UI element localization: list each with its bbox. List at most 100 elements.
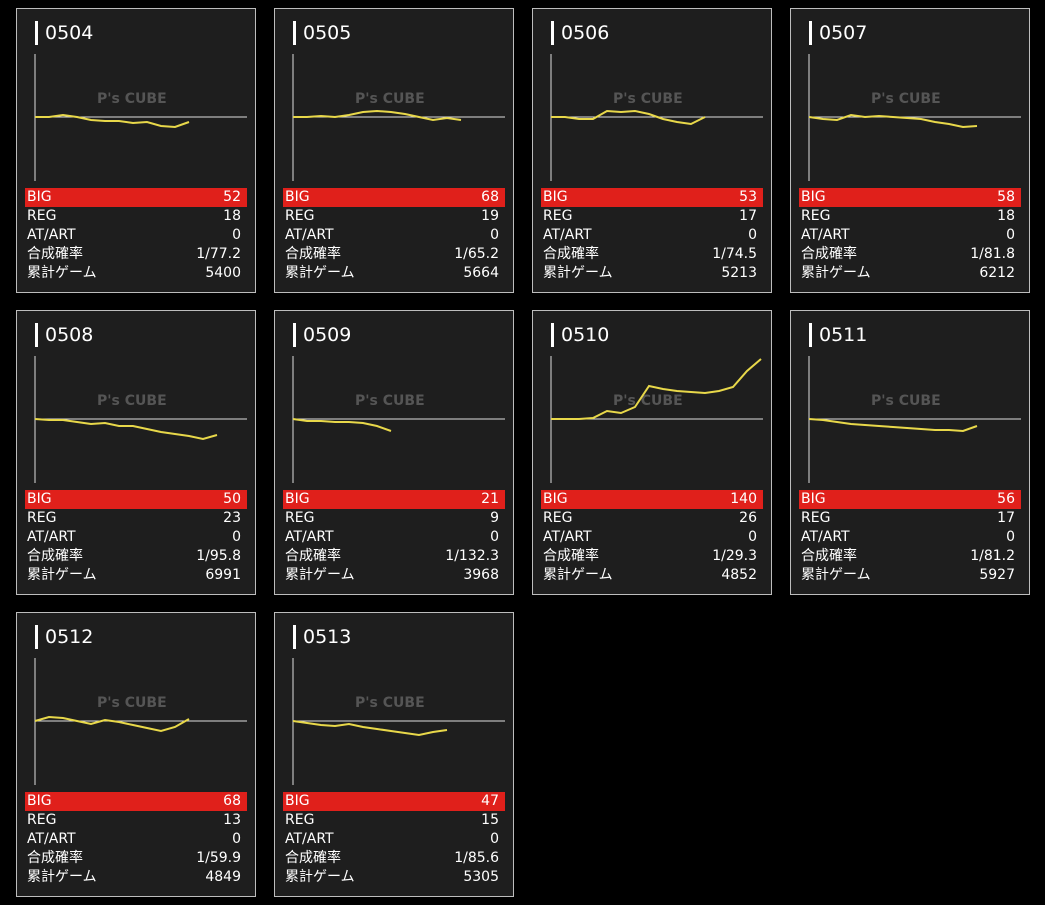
graph-line (34, 418, 218, 441)
stat-row: 合成確率 1/65.2 (283, 245, 505, 264)
watermark: P's CUBE (613, 393, 683, 409)
graph: P's CUBE (292, 54, 505, 181)
stat-row: BIG 58 (799, 188, 1021, 207)
stat-label: AT/ART (27, 227, 76, 243)
stat-value: 13 (223, 812, 241, 828)
stat-label: REG (27, 208, 57, 224)
watermark: P's CUBE (355, 91, 425, 107)
stat-value: 0 (1006, 227, 1015, 243)
stat-label: 累計ゲーム (285, 567, 355, 583)
stat-label: AT/ART (27, 529, 76, 545)
stat-label: 累計ゲーム (27, 265, 97, 281)
stat-value: 50 (223, 491, 241, 507)
stat-value: 0 (232, 227, 241, 243)
graph-line (808, 113, 978, 129)
stat-row: AT/ART 0 (541, 528, 763, 547)
graph-line (35, 113, 190, 129)
stat-label: 累計ゲーム (543, 265, 613, 281)
graph-line (34, 715, 190, 733)
machine-id: 0509 (293, 323, 351, 347)
machine-card: 0511 P's CUBE BIG 56 REG 17 AT/ART 0 合成確率 1/81.2 累… (790, 310, 1030, 595)
graph-line (551, 358, 762, 420)
machine-card: 0508 P's CUBE BIG 50 REG 23 AT/ART 0 合成確率 1/95.8 累… (16, 310, 256, 595)
watermark: P's CUBE (871, 91, 941, 107)
stat-row: AT/ART 0 (541, 226, 763, 245)
stat-label: BIG (27, 793, 52, 809)
stat-label: BIG (285, 491, 310, 507)
stat-label: BIG (285, 793, 310, 809)
stat-row: BIG 21 (283, 490, 505, 509)
stat-value: 68 (481, 189, 499, 205)
stat-value: 5664 (463, 265, 499, 281)
watermark: P's CUBE (97, 393, 167, 409)
stat-row: BIG 56 (799, 490, 1021, 509)
stat-label: 累計ゲーム (285, 265, 355, 281)
stat-row: 累計ゲーム 5664 (283, 264, 505, 283)
stat-label: REG (543, 208, 573, 224)
stat-row: REG 19 (283, 207, 505, 226)
stat-label: REG (543, 510, 573, 526)
stat-value: 18 (223, 208, 241, 224)
stat-value: 1/77.2 (196, 246, 241, 262)
machine-id: 0505 (293, 21, 351, 45)
stat-row: REG 15 (283, 811, 505, 830)
stat-label: AT/ART (285, 227, 334, 243)
stat-row: AT/ART 0 (25, 226, 247, 245)
machine-card: 0504 P's CUBE BIG 52 REG 18 AT/ART 0 合成確率 1/77.2 累… (16, 8, 256, 293)
stat-row: 累計ゲーム 3968 (283, 566, 505, 585)
graph: P's CUBE (550, 54, 763, 181)
stat-value: 1/59.9 (196, 850, 241, 866)
stat-label: 合成確率 (27, 850, 83, 866)
stat-label: AT/ART (285, 529, 334, 545)
stat-row: REG 18 (25, 207, 247, 226)
machine-id: 0510 (551, 323, 609, 347)
stat-label: 合成確率 (285, 246, 341, 262)
watermark: P's CUBE (355, 695, 425, 711)
stat-row: BIG 53 (541, 188, 763, 207)
stat-label: BIG (285, 189, 310, 205)
graph-line (292, 720, 448, 737)
stat-label: AT/ART (543, 227, 592, 243)
stat-row: 合成確率 1/59.9 (25, 849, 247, 868)
stat-label: AT/ART (801, 227, 850, 243)
stat-value: 0 (490, 529, 499, 545)
machine-id: 0512 (35, 625, 93, 649)
stat-label: BIG (543, 491, 568, 507)
stat-label: 累計ゲーム (27, 869, 97, 885)
stat-value: 26 (739, 510, 757, 526)
machine-id: 0504 (35, 21, 93, 45)
stat-row: AT/ART 0 (25, 830, 247, 849)
stat-row: BIG 47 (283, 792, 505, 811)
stat-row: AT/ART 0 (283, 830, 505, 849)
stat-value: 58 (997, 189, 1015, 205)
stat-row: 累計ゲーム 4849 (25, 868, 247, 887)
stat-row: 合成確率 1/85.6 (283, 849, 505, 868)
stat-row: REG 26 (541, 509, 763, 528)
stat-value: 1/74.5 (712, 246, 757, 262)
stat-value: 5400 (205, 265, 241, 281)
stat-row: REG 17 (799, 509, 1021, 528)
graph-line (293, 109, 462, 122)
stat-row: BIG 68 (25, 792, 247, 811)
graph: P's CUBE (292, 658, 505, 785)
stat-label: REG (27, 812, 57, 828)
machine-id: 0506 (551, 21, 609, 45)
stat-value: 1/95.8 (196, 548, 241, 564)
stat-value: 47 (481, 793, 499, 809)
stat-row: 累計ゲーム 5400 (25, 264, 247, 283)
stat-value: 1/65.2 (454, 246, 499, 262)
stat-value: 3968 (463, 567, 499, 583)
stat-row: AT/ART 0 (799, 528, 1021, 547)
machine-id: 0507 (809, 21, 867, 45)
stat-label: 累計ゲーム (27, 567, 97, 583)
stat-row: 合成確率 1/81.8 (799, 245, 1021, 264)
stat-label: 合成確率 (543, 246, 599, 262)
machine-id: 0511 (809, 323, 867, 347)
stat-label: AT/ART (801, 529, 850, 545)
graph-line (551, 109, 706, 126)
stat-value: 6212 (979, 265, 1015, 281)
stat-row: AT/ART 0 (283, 226, 505, 245)
stat-label: BIG (801, 189, 826, 205)
stat-row: REG 9 (283, 509, 505, 528)
